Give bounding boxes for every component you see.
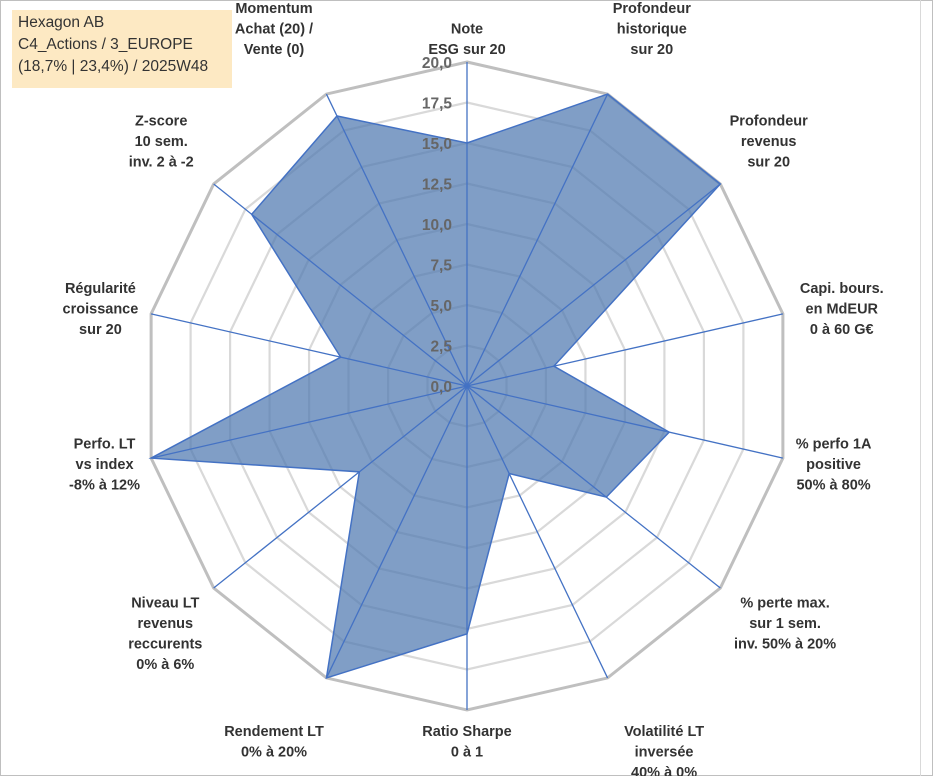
tick-label: 7,5 <box>430 258 452 275</box>
axis-label-line: revenus <box>137 616 193 632</box>
axis-label-1: Profondeur historique sur 20 <box>613 1 691 58</box>
spoke-13 <box>325 93 468 387</box>
window-edge <box>920 0 921 776</box>
axis-label-7: Ratio Sharpe 0 à 1 <box>422 724 511 761</box>
tick-label: 5,0 <box>430 298 452 315</box>
tick-labels: 0,0 2,5 5,0 7,5 10,0 12,5 15,0 17,5 20,0 <box>422 55 453 396</box>
chart-title: Hexagon AB <box>18 14 105 31</box>
axis-label-line: Profondeur <box>613 1 691 17</box>
spoke-5 <box>466 385 721 589</box>
axis-label-line: historique <box>617 22 687 38</box>
axis-label-2: Profondeur revenus sur 20 <box>730 113 808 170</box>
spoke-1 <box>466 93 609 387</box>
spoke-2 <box>466 183 721 387</box>
axis-label-line: revenus <box>741 134 797 150</box>
axis-label-6: Volatilité LT inversée 40% à 0% <box>624 724 704 776</box>
chart-subtitle-category: C4_Actions / 3_EUROPE <box>18 36 193 53</box>
axis-label-line: vs index <box>76 457 134 473</box>
chart-title-box: Hexagon AB C4_Actions / 3_EUROPE (18,7% … <box>12 10 232 88</box>
axis-label-line: % perte max. <box>740 596 829 612</box>
axis-label-line: Capi. bours. <box>800 281 884 297</box>
axis-label-5: % perte max. sur 1 sem. inv. 50% à 20% <box>734 596 836 653</box>
spoke-layer <box>150 62 784 710</box>
axis-label-line: en MdEUR <box>806 301 879 317</box>
axis-label-line: 0 à 1 <box>451 745 483 761</box>
axis-label-line: % perfo 1A <box>796 436 872 452</box>
axis-label-line: Niveau LT <box>131 596 199 612</box>
tick-label: 0,0 <box>430 379 452 396</box>
axis-label-8: Rendement LT 0% à 20% <box>224 724 324 761</box>
axis-label-line: 0% à 6% <box>136 657 194 673</box>
axis-label-line: Vente (0) <box>244 42 305 58</box>
axis-label-line: Perfo. LT <box>74 436 136 452</box>
axis-label-line: Achat (20) / <box>235 22 313 38</box>
axis-label-line: positive <box>806 457 861 473</box>
axis-label-4: % perfo 1A positive 50% à 80% <box>796 436 872 493</box>
axis-label-line: Ratio Sharpe <box>422 724 511 740</box>
axis-label-line: sur 20 <box>79 322 122 338</box>
axis-label-line: inv. 50% à 20% <box>734 637 836 653</box>
spoke-12 <box>213 183 468 387</box>
spoke-4 <box>466 385 784 459</box>
tick-label: 15,0 <box>422 136 452 153</box>
axis-label-line: croissance <box>63 301 139 317</box>
axis-label-0: Note ESG sur 20 <box>428 22 505 59</box>
axis-label-9: Niveau LT revenus reccurents 0% à 6% <box>128 596 202 674</box>
axis-label-line: ESG sur 20 <box>428 42 505 58</box>
axis-label-line: 10 sem. <box>135 134 188 150</box>
axis-label-line: -8% à 12% <box>69 477 140 493</box>
spoke-10 <box>150 385 468 459</box>
chart-subtitle-stats: (18,7% | 23,4%) / 2025W48 <box>18 58 209 75</box>
axis-label-10: Perfo. LT vs index -8% à 12% <box>69 436 140 493</box>
axis-label-3: Capi. bours. en MdEUR 0 à 60 G€ <box>800 281 884 338</box>
axis-label-line: sur 20 <box>630 42 673 58</box>
axis-label-line: Rendement LT <box>224 724 324 740</box>
axis-label-line: 0 à 60 G€ <box>810 322 874 338</box>
axis-label-line: sur 20 <box>747 154 790 170</box>
axis-label-line: 50% à 80% <box>796 477 870 493</box>
tick-label: 20,0 <box>422 55 452 72</box>
axis-label-line: reccurents <box>128 637 202 653</box>
tick-label: 2,5 <box>430 339 452 356</box>
axis-labels: Note ESG sur 20 Profondeur historique sur 20… <box>63 1 884 776</box>
axis-label-line: inv. 2 à -2 <box>129 154 194 170</box>
axis-label-line: Volatilité LT <box>624 724 704 740</box>
spoke-11 <box>150 313 468 387</box>
axis-label-line: inversée <box>635 745 694 761</box>
axis-label-line: 0% à 20% <box>241 745 307 761</box>
axis-label-13: Momentum Achat (20) / Vente (0) <box>235 1 313 58</box>
axis-label-line: Note <box>451 22 483 38</box>
axis-label-line: sur 1 sem. <box>749 616 821 632</box>
spoke-8 <box>325 385 468 679</box>
spoke-3 <box>466 313 784 387</box>
axis-label-11: Régularité croissance sur 20 <box>63 281 139 338</box>
axis-label-line: Momentum <box>235 1 312 17</box>
spoke-6 <box>466 385 609 679</box>
tick-label: 17,5 <box>422 96 453 113</box>
tick-label: 12,5 <box>422 177 453 194</box>
tick-label: 10,0 <box>422 217 452 234</box>
axis-label-line: Z-score <box>135 113 187 129</box>
axis-label-line: Régularité <box>65 281 136 297</box>
spoke-9 <box>213 385 468 589</box>
axis-label-line: 40% à 0% <box>631 765 697 776</box>
axis-label-line: Profondeur <box>730 113 808 129</box>
axis-label-12: Z-score 10 sem. inv. 2 à -2 <box>129 113 194 170</box>
